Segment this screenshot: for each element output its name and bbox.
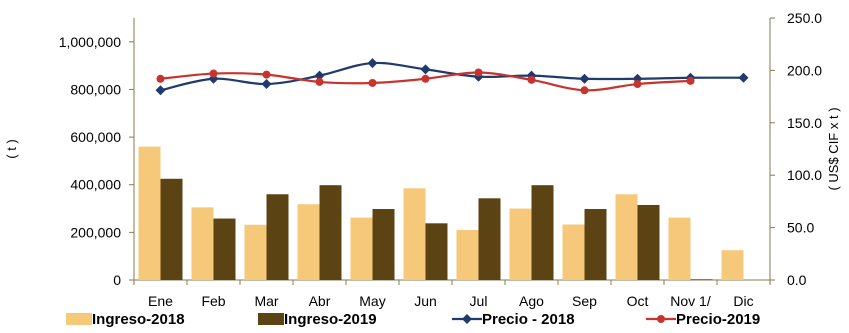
legend-marker-precio-2018 [462,314,472,324]
x-tick-label: Jun [414,293,437,309]
y-tick-label: 600,000 [70,129,121,145]
bar-ingreso-2019 [690,279,713,280]
bar-ingreso-2019 [531,185,554,280]
bar-ingreso-2019 [425,223,448,280]
x-tick-label: Nov 1/ [670,293,711,309]
point-precio-2019 [209,69,218,78]
bars [138,146,744,280]
bar-ingreso-2019 [266,194,289,280]
y2-tick-label: 250.0 [787,10,822,26]
x-tick-label: Sep [572,293,597,309]
point-precio-2018 [738,72,749,83]
y-tick-label: 0 [113,272,121,288]
point-precio-2019 [686,76,695,85]
legend-swatch-ingreso-2018 [66,313,92,325]
bar-ingreso-2018 [721,250,744,280]
point-precio-2019 [315,77,324,86]
bar-ingreso-2019 [160,178,183,280]
bar-ingreso-2018 [403,188,426,280]
point-precio-2018 [314,70,325,81]
bar-ingreso-2019 [319,185,342,280]
bar-ingreso-2018 [509,208,532,280]
lines [155,58,749,96]
point-precio-2019 [156,74,165,83]
y2-axis-title: ( US$ CIF x t ) [826,107,841,190]
bar-ingreso-2019 [584,209,607,280]
bar-ingreso-2018 [191,207,214,280]
axes: 0 200,000 400,000 600,000 800,000 1,000,000 0.… [4,10,841,309]
y2-tick-label: 100.0 [787,167,822,183]
y2-tick-label: 200.0 [787,62,822,78]
y-tick-label: 800,000 [70,81,121,97]
bar-ingreso-2019 [213,218,236,280]
x-tick-label: May [359,293,385,309]
point-precio-2019 [633,80,642,89]
point-precio-2018 [367,58,378,69]
bar-ingreso-2019 [478,198,501,280]
point-precio-2018 [261,79,272,90]
legend-label-precio-2019: Precio-2019 [676,311,760,328]
legend-label-precio-2018: Precio - 2018 [482,311,575,328]
x-tick-label: Feb [201,293,225,309]
x-tick-label: Dic [733,293,753,309]
point-precio-2019 [580,86,589,95]
x-tick-label: Mar [254,293,278,309]
point-precio-2018 [579,73,590,84]
y2-tick-label: 50.0 [787,220,814,236]
bar-ingreso-2018 [668,217,691,280]
line-precio-2018 [160,61,744,92]
bar-ingreso-2018 [562,224,585,280]
point-precio-2019 [421,74,430,83]
x-tick-label: Ene [148,293,173,309]
bar-ingreso-2018 [456,229,479,280]
point-precio-2018 [155,85,166,96]
point-precio-2019 [368,78,377,87]
y2-tick-label: 150.0 [787,115,822,131]
point-precio-2019 [527,75,536,84]
y2-tick-label: 0.0 [787,272,807,288]
x-tick-label: Oct [627,293,649,309]
y-tick-label: 400,000 [70,177,121,193]
point-precio-2019 [262,70,271,79]
y-tick-label: 200,000 [70,224,121,240]
point-precio-2018 [420,64,431,75]
y-tick-label: 1,000,000 [59,34,121,50]
legend-marker-precio-2019 [657,315,665,323]
legend-label-ingreso-2019: Ingreso-2019 [284,311,377,328]
bar-ingreso-2018 [138,146,161,280]
bar-ingreso-2019 [372,209,395,280]
bar-ingreso-2018 [615,194,638,280]
bar-ingreso-2018 [350,217,373,280]
y-axis-title: ( t ) [4,139,19,159]
point-precio-2019 [474,68,483,77]
bar-ingreso-2019 [637,204,660,280]
legend-swatch-ingreso-2019 [258,313,284,325]
x-tick-label: Abr [309,293,331,309]
bar-ingreso-2018 [297,204,320,280]
x-tick-label: Ago [519,293,544,309]
legend-label-ingreso-2018: Ingreso-2018 [92,311,185,328]
legend: Ingreso-2018 Ingreso-2019 Precio - 2018 Pre… [66,311,760,328]
x-tick-label: Jul [470,293,488,309]
bar-ingreso-2018 [244,224,267,280]
